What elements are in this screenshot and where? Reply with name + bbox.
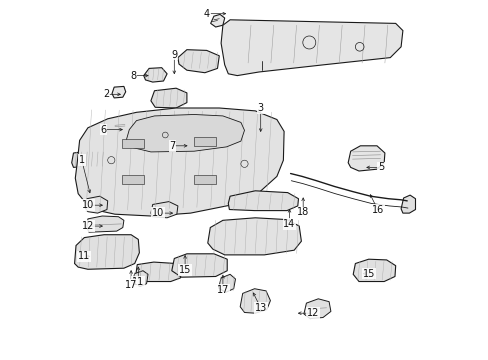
Text: 9: 9 bbox=[171, 50, 177, 60]
Polygon shape bbox=[303, 299, 330, 319]
Polygon shape bbox=[143, 68, 167, 82]
Polygon shape bbox=[218, 274, 235, 292]
Polygon shape bbox=[194, 175, 215, 184]
Text: 17: 17 bbox=[216, 285, 228, 295]
Text: 7: 7 bbox=[169, 141, 175, 151]
Polygon shape bbox=[122, 139, 143, 148]
Text: 15: 15 bbox=[179, 265, 191, 275]
Polygon shape bbox=[111, 121, 128, 132]
Polygon shape bbox=[178, 50, 219, 73]
Text: 1: 1 bbox=[79, 155, 85, 165]
Text: 16: 16 bbox=[371, 204, 383, 215]
Text: 8: 8 bbox=[130, 71, 137, 81]
Polygon shape bbox=[400, 195, 415, 213]
Text: 17: 17 bbox=[124, 280, 137, 290]
Polygon shape bbox=[122, 175, 143, 184]
Polygon shape bbox=[207, 218, 301, 255]
Text: 6: 6 bbox=[100, 125, 106, 135]
Text: 15: 15 bbox=[362, 269, 374, 279]
Text: 2: 2 bbox=[102, 89, 109, 99]
Polygon shape bbox=[151, 202, 178, 218]
Polygon shape bbox=[132, 271, 148, 287]
Polygon shape bbox=[75, 235, 139, 269]
Text: 14: 14 bbox=[283, 219, 295, 229]
Polygon shape bbox=[75, 108, 284, 216]
Text: 13: 13 bbox=[254, 303, 266, 313]
Text: 5: 5 bbox=[377, 162, 384, 172]
Polygon shape bbox=[221, 20, 402, 76]
Polygon shape bbox=[194, 137, 215, 146]
Polygon shape bbox=[136, 262, 181, 282]
Text: 11: 11 bbox=[132, 276, 144, 287]
Text: 12: 12 bbox=[306, 308, 319, 318]
Polygon shape bbox=[228, 191, 298, 211]
Polygon shape bbox=[151, 88, 186, 108]
Polygon shape bbox=[171, 254, 227, 277]
Text: 4: 4 bbox=[203, 9, 209, 19]
Polygon shape bbox=[347, 146, 384, 171]
Polygon shape bbox=[126, 114, 244, 152]
Polygon shape bbox=[240, 289, 270, 313]
Polygon shape bbox=[87, 216, 123, 232]
Polygon shape bbox=[72, 150, 107, 167]
Polygon shape bbox=[85, 196, 107, 213]
Polygon shape bbox=[112, 86, 125, 98]
Text: 18: 18 bbox=[296, 207, 309, 217]
Polygon shape bbox=[352, 259, 395, 282]
Text: 12: 12 bbox=[81, 221, 94, 231]
Text: 11: 11 bbox=[78, 251, 90, 261]
Polygon shape bbox=[210, 14, 224, 27]
Text: 10: 10 bbox=[152, 208, 164, 218]
Text: 3: 3 bbox=[257, 103, 263, 113]
Text: 10: 10 bbox=[81, 200, 94, 210]
